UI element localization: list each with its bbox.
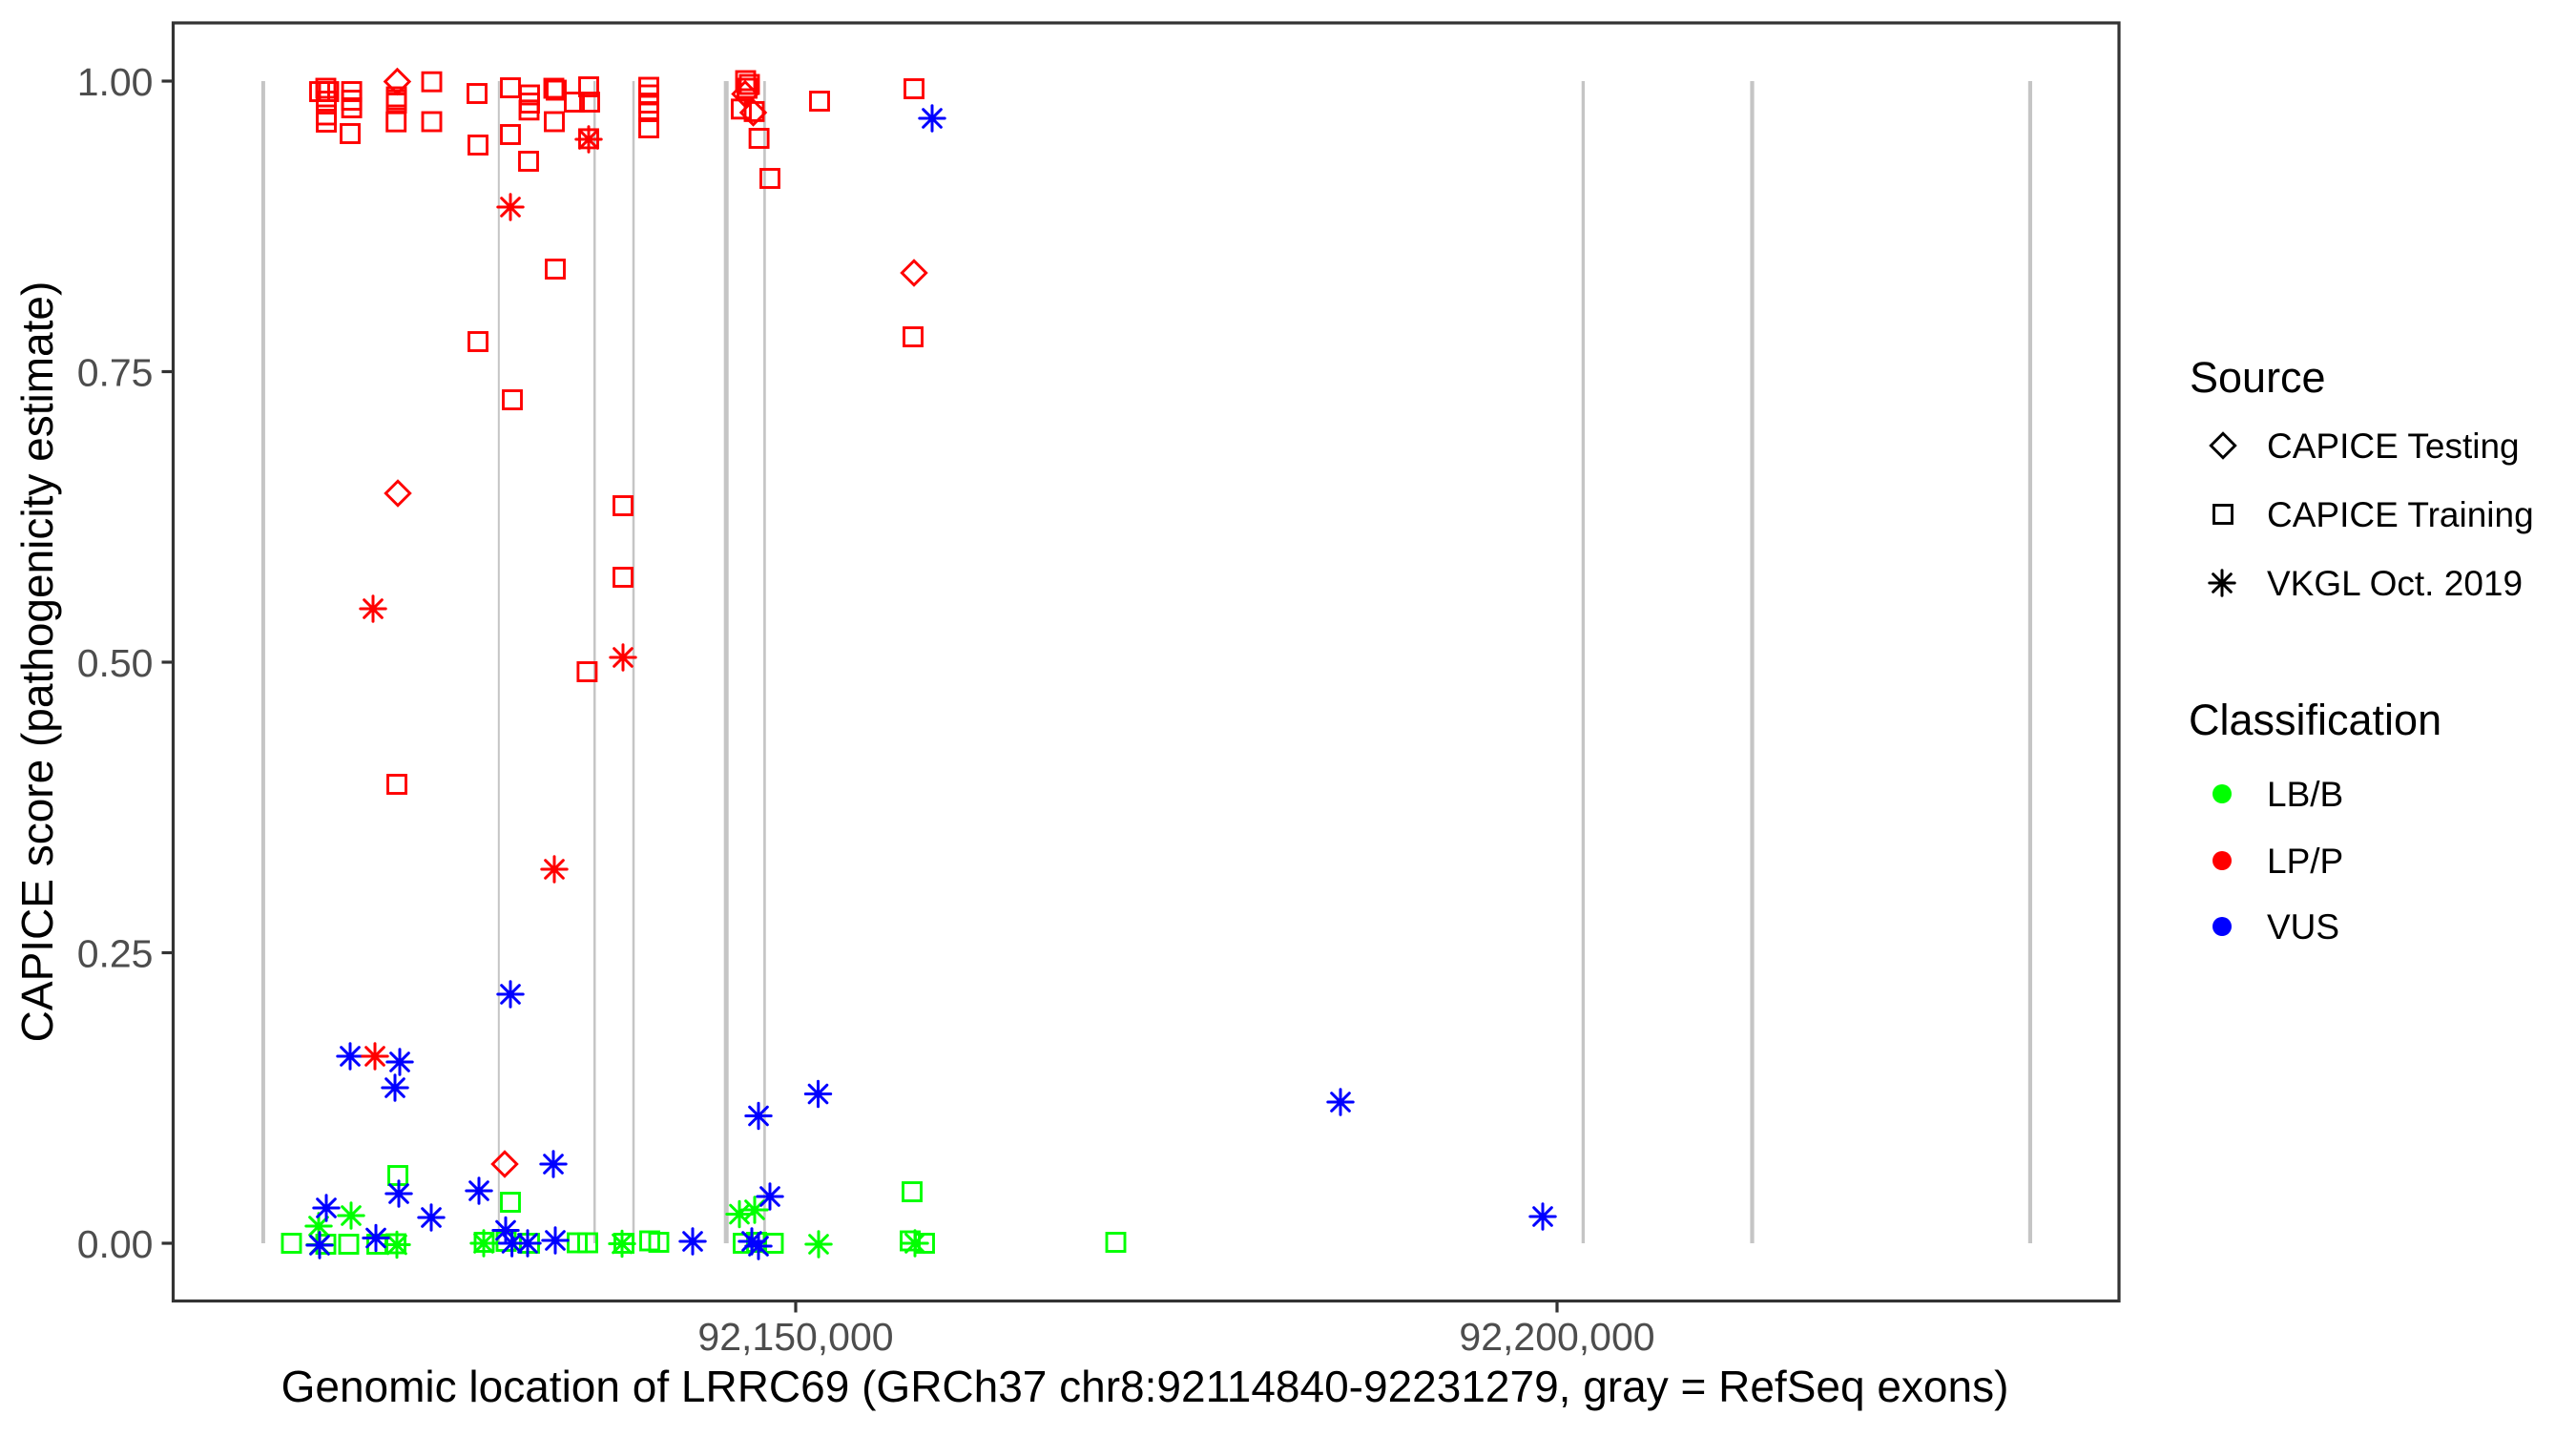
svg-text:0.50: 0.50 bbox=[77, 641, 154, 685]
svg-text:Source: Source bbox=[2190, 353, 2326, 402]
svg-text:CAPICE Training: CAPICE Training bbox=[2267, 495, 2534, 534]
svg-text:1.00: 1.00 bbox=[77, 60, 154, 104]
svg-text:0.25: 0.25 bbox=[77, 932, 154, 976]
svg-text:92,200,000: 92,200,000 bbox=[1459, 1315, 1654, 1359]
svg-text:0.75: 0.75 bbox=[77, 351, 154, 395]
svg-text:VUS: VUS bbox=[2267, 907, 2339, 947]
svg-text:Classification: Classification bbox=[2189, 696, 2441, 744]
svg-text:LP/P: LP/P bbox=[2267, 842, 2343, 881]
svg-text:CAPICE Testing: CAPICE Testing bbox=[2267, 427, 2520, 466]
svg-text:CAPICE score (pathogenicity es: CAPICE score (pathogenicity estimate) bbox=[12, 281, 62, 1043]
svg-text:92,150,000: 92,150,000 bbox=[697, 1315, 893, 1359]
svg-text:Genomic location of LRRC69 (GR: Genomic location of LRRC69 (GRCh37 chr8:… bbox=[281, 1362, 2009, 1411]
svg-text:VKGL Oct. 2019: VKGL Oct. 2019 bbox=[2267, 564, 2523, 603]
svg-text:0.00: 0.00 bbox=[77, 1222, 154, 1266]
svg-text:LB/B: LB/B bbox=[2267, 775, 2343, 814]
